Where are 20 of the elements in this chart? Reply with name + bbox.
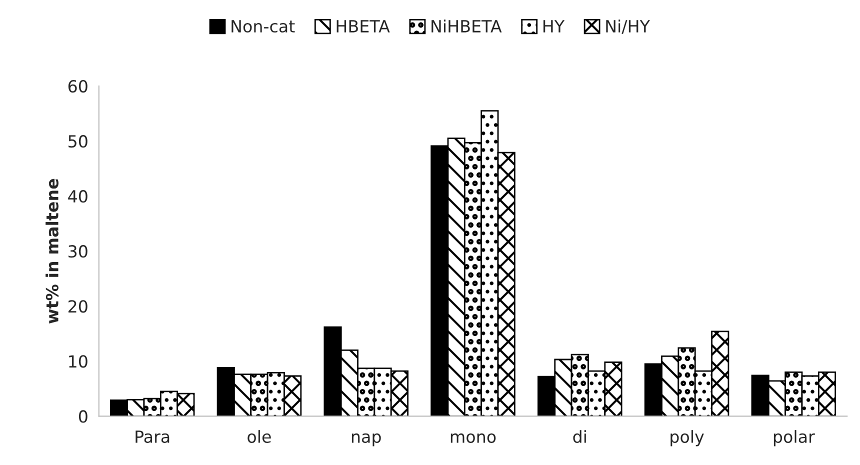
y-tick-label: 60 <box>68 80 88 93</box>
x-tick-label: polar <box>774 430 815 446</box>
y-tick-label: 30 <box>68 245 88 258</box>
x-tick-label: Para <box>136 430 170 443</box>
y-tick-label: 50 <box>68 135 88 148</box>
y-tick-label: 10 <box>69 355 88 368</box>
y-axis-title: wt% in maltene <box>46 178 58 324</box>
legend-label: Non-cat <box>232 20 295 33</box>
legend-label: HY <box>543 20 565 32</box>
y-tick-label: 40 <box>68 190 88 203</box>
x-tick-label: di <box>573 430 586 443</box>
x-tick-label: ole <box>248 430 271 443</box>
y-tick-label: 20 <box>68 300 88 313</box>
legend-label: HBETA <box>336 20 390 32</box>
legend-label: NiHBETA <box>432 20 502 32</box>
x-tick-label: mono <box>450 433 496 443</box>
y-tick-label: 0 <box>78 410 88 423</box>
legend-label: Ni/HY <box>606 20 650 34</box>
x-tick-label: poly <box>670 430 704 446</box>
x-tick-label: nap <box>352 433 381 446</box>
